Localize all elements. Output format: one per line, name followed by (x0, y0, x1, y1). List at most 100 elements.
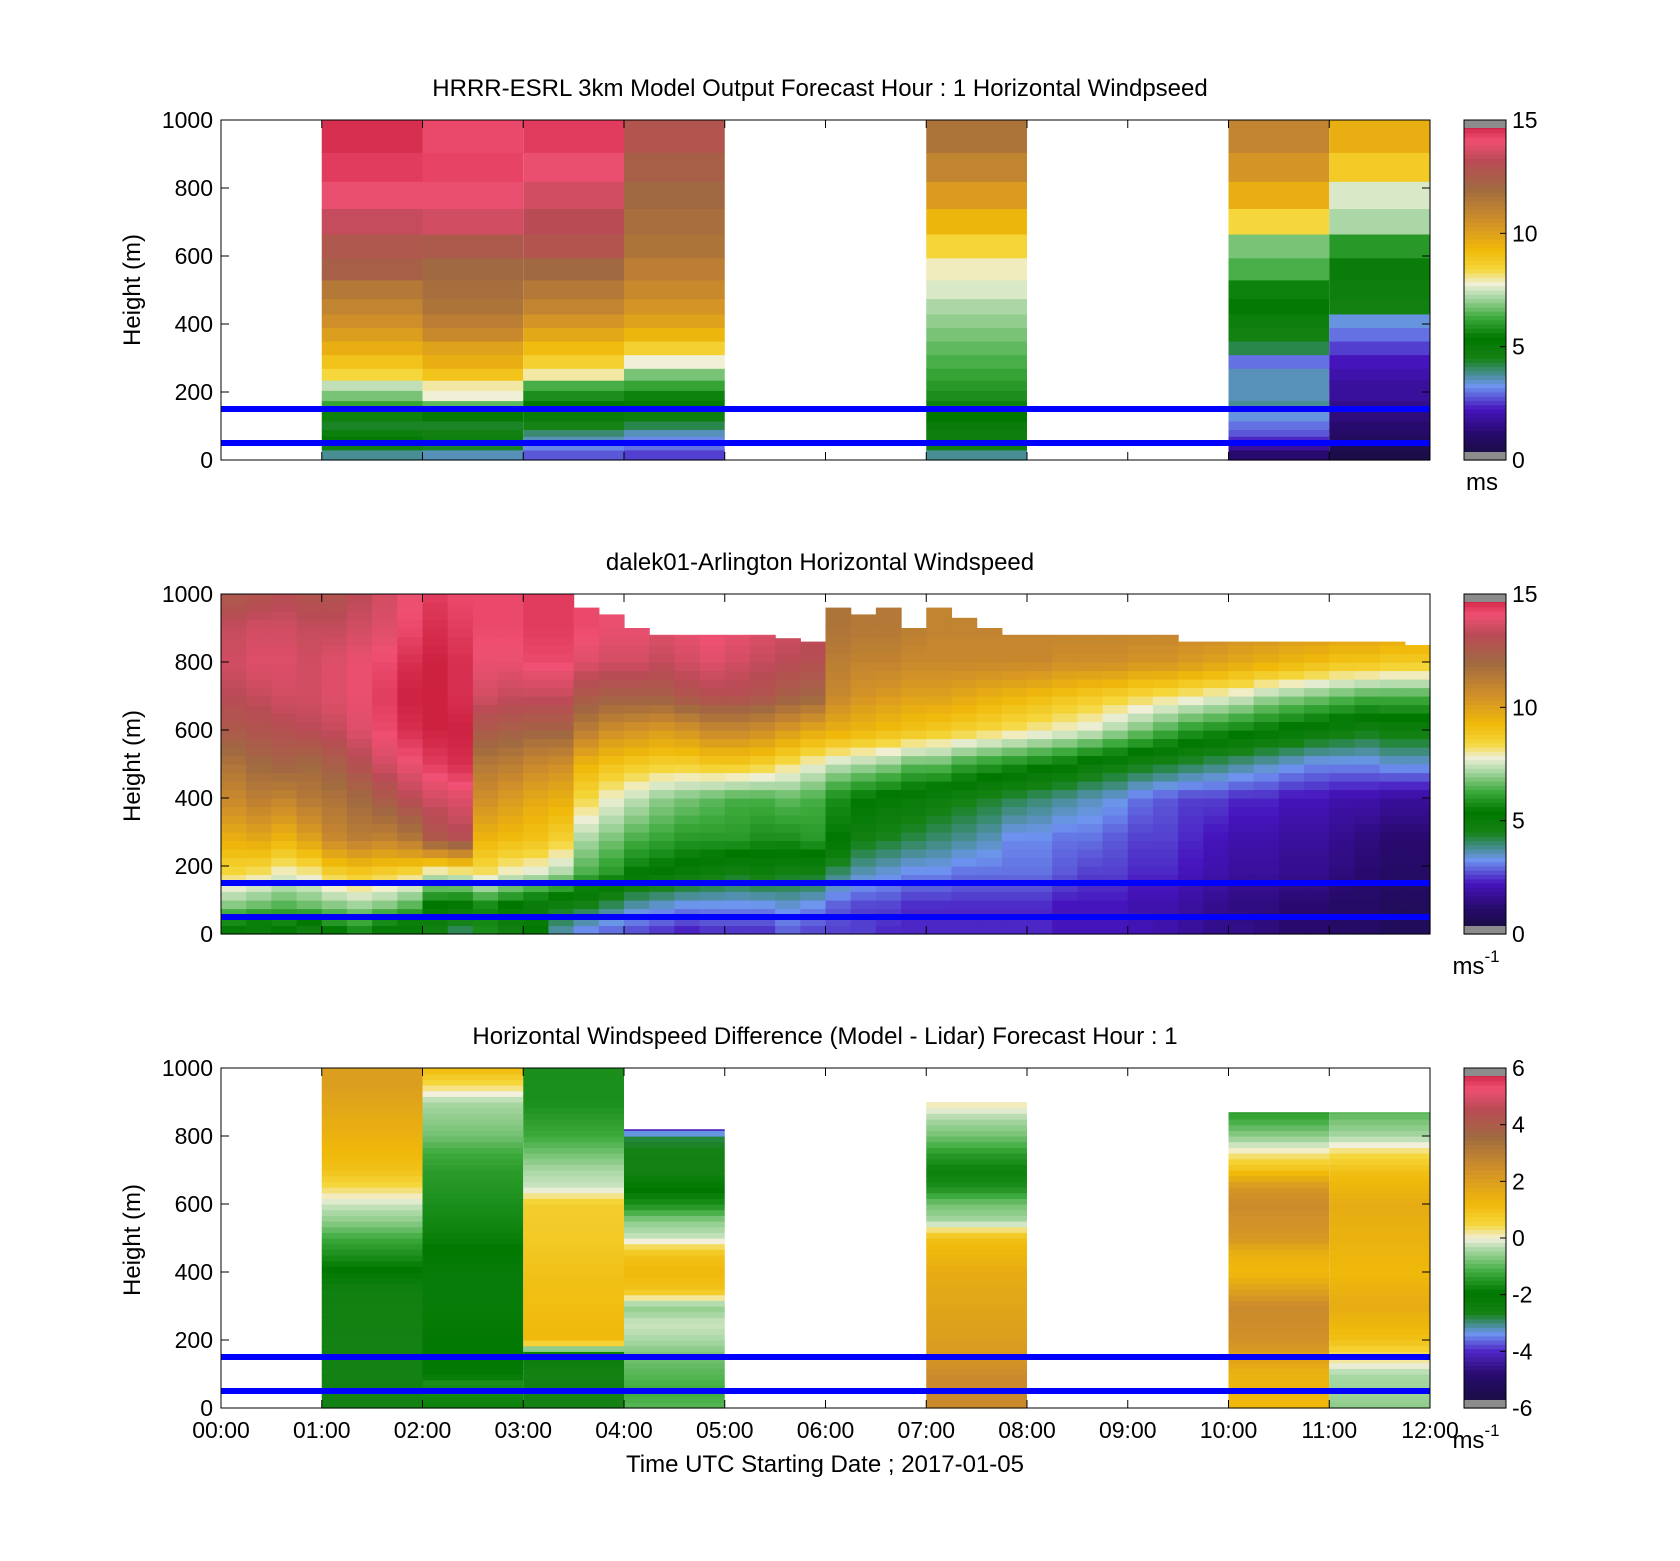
lidar-cell (699, 806, 726, 816)
lidar-cell (825, 857, 852, 867)
lidar-cell (1178, 738, 1204, 748)
lidar-cell (976, 857, 1003, 867)
lidar-cell (724, 772, 751, 782)
colorbar-segment (1464, 1165, 1506, 1171)
colorbar-tick-label: 15 (1512, 107, 1538, 133)
lidar-cell (875, 866, 902, 876)
lidar-cell (1127, 866, 1154, 876)
lidar-cell (1102, 738, 1129, 748)
lidar-cell (1379, 908, 1406, 918)
difference-cell (321, 1317, 423, 1324)
lidar-cell (800, 713, 827, 723)
colorbar-segment (1464, 1085, 1506, 1090)
lidar-cell (1253, 832, 1280, 842)
lidar-cell (875, 857, 902, 867)
lidar-cell (1052, 925, 1078, 935)
lidar-cell (598, 798, 625, 808)
lidar-cell (422, 645, 449, 655)
lidar-cell (1203, 704, 1230, 714)
lidar-cell (1203, 874, 1230, 884)
difference-cell (1228, 1255, 1330, 1262)
lidar-cell (976, 730, 1003, 740)
lidar-cell (498, 687, 524, 697)
lidar-cell (548, 721, 575, 731)
lidar-cell (875, 917, 902, 927)
lidar-cell (372, 721, 398, 731)
lidar-cell (1178, 696, 1204, 706)
lidar-cell (548, 849, 575, 859)
lidar-cell (649, 815, 675, 825)
model-cell (523, 354, 624, 369)
lidar-cell (1253, 721, 1280, 731)
lidar-cell (1304, 849, 1330, 859)
lidar-cell (674, 670, 701, 680)
lidar-cell (976, 806, 1003, 816)
lidar-cell (976, 874, 1003, 884)
difference-cell (321, 1170, 423, 1177)
lidar-cell (749, 713, 776, 723)
colorbar-tick-label: 5 (1512, 334, 1525, 360)
x-tick-label: 09:00 (1099, 1417, 1157, 1443)
colorbar-segment (1464, 302, 1506, 308)
colorbar-segment (1464, 281, 1506, 287)
lidar-cell (649, 857, 675, 867)
difference-cell (1228, 1306, 1330, 1313)
difference-cell (1228, 1164, 1330, 1171)
difference-cell (321, 1306, 423, 1313)
lidar-cell (1379, 917, 1406, 927)
difference-cell (926, 1221, 1027, 1228)
colorbar-segment (1464, 793, 1506, 799)
difference-cell (1228, 1187, 1330, 1194)
x-tick-label: 08:00 (998, 1417, 1056, 1443)
lidar-cell (523, 908, 550, 918)
lidar-cell (346, 687, 373, 697)
lidar-cell (498, 866, 524, 876)
lidar-cell (699, 738, 726, 748)
difference-cell (1228, 1119, 1330, 1126)
lidar-cell (573, 908, 600, 918)
y-tick-label: 800 (175, 1123, 213, 1149)
lidar-cell (1052, 738, 1078, 748)
lidar-cell (1404, 721, 1431, 731)
difference-cell (422, 1107, 524, 1114)
lidar-cell (775, 891, 801, 901)
lidar-cell (624, 891, 650, 901)
lidar-cell (1253, 883, 1280, 893)
colorbar-segment (1464, 149, 1506, 155)
lidar-cell (674, 704, 701, 714)
lidar-cell (1127, 891, 1154, 901)
difference-cell (926, 1391, 1027, 1398)
difference-cell (523, 1340, 624, 1347)
lidar-cell (271, 704, 298, 714)
difference-cell (321, 1374, 423, 1381)
lidar-cell (1001, 883, 1028, 893)
lidar-cell (422, 823, 449, 833)
colorbar-under-cap (1464, 926, 1506, 934)
lidar-cell (1329, 670, 1356, 680)
lidar-cell (850, 789, 877, 799)
lidar-cell (749, 730, 776, 740)
lidar-cell (1178, 764, 1204, 774)
lidar-cell (598, 730, 625, 740)
lidar-cell (724, 704, 751, 714)
lidar-cell (1228, 772, 1255, 782)
lidar-cell (1127, 670, 1154, 680)
difference-cell (1228, 1209, 1330, 1216)
lidar-cell (800, 670, 827, 680)
lidar-cell (1404, 772, 1431, 782)
lidar-cell (926, 917, 953, 927)
lidar-cell (1354, 764, 1381, 774)
lidar-cell (246, 636, 272, 646)
lidar-cell (573, 815, 600, 825)
colorbar-segment (1464, 649, 1506, 655)
lidar-cell (1152, 696, 1179, 706)
colorbar-segment (1464, 1250, 1506, 1256)
lidar-cell (1253, 738, 1280, 748)
model-cell (422, 298, 524, 315)
lidar-cell (951, 670, 978, 680)
model-cell (523, 279, 624, 300)
colorbar-segment (1464, 324, 1506, 329)
lidar-cell (221, 925, 247, 935)
lidar-cell (775, 849, 801, 859)
lidar-cell (246, 679, 272, 689)
